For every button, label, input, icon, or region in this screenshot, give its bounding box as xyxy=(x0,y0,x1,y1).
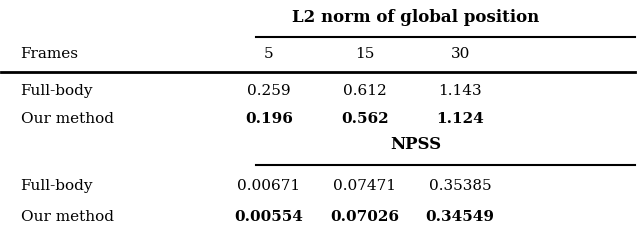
Text: L2 norm of global position: L2 norm of global position xyxy=(292,9,540,26)
Text: Our method: Our method xyxy=(20,210,113,224)
Text: 1.143: 1.143 xyxy=(438,84,482,98)
Text: 0.562: 0.562 xyxy=(340,112,388,126)
Text: Full-body: Full-body xyxy=(20,179,93,193)
Text: 0.612: 0.612 xyxy=(343,84,387,98)
Text: Full-body: Full-body xyxy=(20,84,93,98)
Text: Frames: Frames xyxy=(20,47,79,61)
Text: NPSS: NPSS xyxy=(390,136,441,153)
Text: 0.00554: 0.00554 xyxy=(235,210,303,224)
Text: 0.00671: 0.00671 xyxy=(237,179,301,193)
Text: 0.35385: 0.35385 xyxy=(429,179,492,193)
Text: 0.07471: 0.07471 xyxy=(333,179,396,193)
Text: 0.07026: 0.07026 xyxy=(330,210,399,224)
Text: 0.259: 0.259 xyxy=(247,84,291,98)
Text: 15: 15 xyxy=(355,47,374,61)
Text: Our method: Our method xyxy=(20,112,113,126)
Text: 0.196: 0.196 xyxy=(245,112,293,126)
Text: 0.34549: 0.34549 xyxy=(426,210,495,224)
Text: 5: 5 xyxy=(264,47,274,61)
Text: 1.124: 1.124 xyxy=(436,112,484,126)
Text: 30: 30 xyxy=(451,47,470,61)
